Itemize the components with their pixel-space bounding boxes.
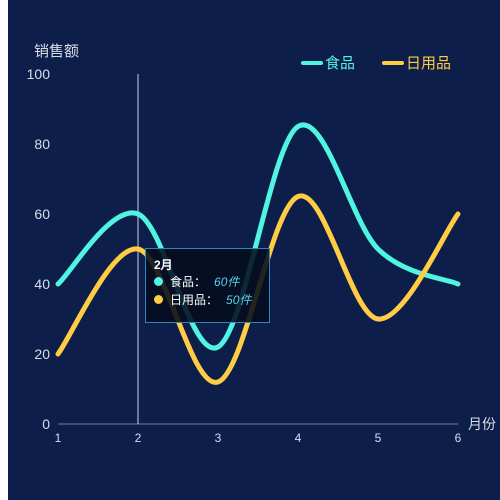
y-tick-label: 60: [34, 206, 50, 222]
y-axis-label: 销售额: [34, 43, 79, 60]
x-tick-label: 2: [135, 431, 142, 445]
legend-label[interactable]: 食品: [325, 55, 355, 72]
legend[interactable]: 食品 日用品: [301, 55, 451, 72]
axes-layer: 0 20 40 60 80 100 1 2 3 4 5 6 销售额 月份: [27, 43, 496, 445]
tooltip-daily-value: 50件: [226, 292, 252, 307]
y-tick-label: 80: [34, 136, 50, 152]
tooltip-title: 2月: [154, 257, 173, 272]
tooltip: 2月 食品： 60件 日用品： 50件: [145, 248, 270, 323]
x-tick-label: 5: [375, 431, 382, 445]
tooltip-food-label: 食品：: [170, 274, 207, 289]
y-tick-label: 20: [34, 346, 50, 362]
x-axis-label: 月份: [468, 416, 496, 432]
y-tick-label: 0: [42, 416, 50, 432]
y-tick-label: 100: [27, 66, 51, 82]
daily-goods-series-dot-icon: [154, 294, 163, 304]
tooltip-row-daily: 日用品： 50件: [154, 290, 261, 308]
legend-label[interactable]: 日用品: [406, 55, 451, 72]
tooltip-row-food: 食品： 60件: [154, 272, 261, 290]
y-tick-label: 40: [34, 276, 50, 292]
x-tick-label: 4: [295, 431, 302, 445]
x-tick-label: 6: [455, 431, 462, 445]
y-tick-labels: 0 20 40 60 80 100: [27, 66, 51, 432]
x-tick-labels: 1 2 3 4 5 6: [55, 431, 462, 445]
tooltip-daily-label: 日用品：: [170, 292, 219, 307]
food-series-dot-icon: [154, 276, 163, 286]
x-tick-label: 3: [215, 431, 222, 445]
tooltip-food-value: 60件: [214, 274, 240, 289]
x-tick-label: 1: [55, 431, 62, 445]
